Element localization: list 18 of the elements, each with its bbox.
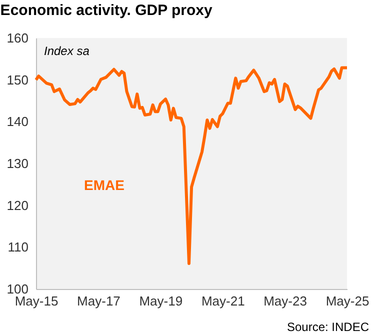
x-tick-label: May-23 [264,294,307,308]
chart-title: Economic activity. GDP proxy [0,2,213,19]
x-tick-label: May-21 [201,294,245,308]
x-tick-label: May-19 [139,294,183,308]
y-tick-label: 160 [6,30,28,46]
y-tick-label: 130 [6,156,28,171]
y-tick-label: 110 [8,240,28,255]
line-series [34,66,348,265]
x-tick-label: May-25 [326,294,370,308]
source-note: Source: INDEC [286,320,370,334]
y-tick-label: 140 [6,114,28,130]
y-tick-label: 150 [6,72,28,88]
annotation: Index sa [44,44,90,58]
y-tick-label: 120 [6,198,28,213]
x-tick-label: May-17 [77,294,120,308]
y-tick-label: 100 [6,282,28,296]
x-tick-label: May-15 [14,294,58,308]
text: EMAE [84,177,124,193]
